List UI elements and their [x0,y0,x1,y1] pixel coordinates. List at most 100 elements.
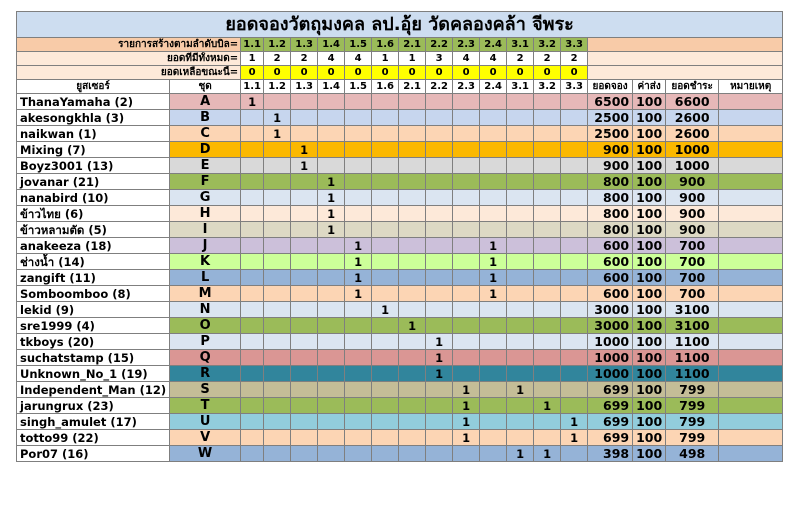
user-name-cell: Unknown_No_1 (19) [15,365,171,382]
empty-quantity-cell [371,317,400,334]
item-total-cell: 4 [344,51,373,66]
user-name-cell: nanabird (10) [15,189,171,206]
item-code-cell: 1.1 [240,37,265,52]
empty-quantity-cell [290,317,319,334]
user-name-cell: tkboys (20) [15,333,171,350]
booking-amount-cell: 900 [587,157,634,174]
item-code-cell: 3.3 [560,37,589,52]
empty-quantity-cell [290,253,319,270]
item-code-cell: 1.6 [371,37,400,52]
empty-quantity-cell [240,141,265,158]
paid-amount-cell: 6600 [665,93,720,110]
user-name-cell: jarungrux (23) [15,397,171,414]
empty-quantity-cell [533,93,562,110]
empty-quantity-cell [479,365,508,382]
empty-quantity-cell [344,125,373,142]
note-cell [718,317,784,334]
paid-amount-cell: 799 [665,381,720,398]
booking-amount-cell: 800 [587,189,634,206]
empty-quantity-cell [290,269,319,286]
shipping-cost-cell: 100 [632,285,667,302]
set-code-cell: O [169,317,242,334]
empty-quantity-cell [371,109,400,126]
empty-quantity-cell [452,141,481,158]
empty-quantity-cell [263,333,292,350]
empty-quantity-cell [533,157,562,174]
quantity-cell: 1 [452,429,481,446]
user-name-cell: lekid (9) [15,301,171,318]
empty-quantity-cell [533,349,562,366]
empty-quantity-cell [452,93,481,110]
empty-quantity-cell [533,189,562,206]
empty-cell [587,37,784,52]
empty-quantity-cell [371,125,400,142]
paid-amount-cell: 1000 [665,157,720,174]
empty-quantity-cell [290,189,319,206]
empty-quantity-cell [398,333,427,350]
empty-quantity-cell [317,253,346,270]
empty-quantity-cell [371,221,400,238]
empty-quantity-cell [560,157,589,174]
table-row: ข้าวไทย (6) H 1 800 100 900 [15,205,784,222]
table-row: ช่างน้ำ (14) K 1 1 600 100 700 [15,253,784,270]
empty-quantity-cell [371,157,400,174]
item-total-cell: 2 [263,51,292,66]
empty-quantity-cell [344,189,373,206]
empty-quantity-cell [479,157,508,174]
set-code-cell: H [169,205,242,222]
empty-quantity-cell [290,93,319,110]
empty-quantity-cell [506,141,535,158]
empty-quantity-cell [425,429,454,446]
empty-quantity-cell [317,397,346,414]
item-remaining-cell: 0 [263,65,292,80]
paid-amount-cell: 900 [665,189,720,206]
empty-quantity-cell [263,157,292,174]
note-cell [718,285,784,302]
empty-quantity-cell [506,285,535,302]
booking-amount-cell: 2500 [587,109,634,126]
table-row: Por07 (16) W 1 1 398 100 498 [15,445,784,462]
quantity-cell: 1 [290,157,319,174]
empty-quantity-cell [263,413,292,430]
empty-quantity-cell [398,93,427,110]
empty-quantity-cell [398,237,427,254]
item-code-cell: 1.5 [344,37,373,52]
empty-quantity-cell [344,381,373,398]
user-name-cell: totto99 (22) [15,429,171,446]
item-header-cell: 1.2 [263,79,292,94]
empty-quantity-cell [240,381,265,398]
empty-quantity-cell [479,445,508,462]
booking-amount-cell: 699 [587,413,634,430]
empty-quantity-cell [533,205,562,222]
empty-quantity-cell [479,109,508,126]
empty-quantity-cell [506,333,535,350]
empty-quantity-cell [533,301,562,318]
empty-quantity-cell [317,365,346,382]
quantity-cell: 1 [263,109,292,126]
empty-quantity-cell [560,381,589,398]
note-cell [718,125,784,142]
set-code-cell: Q [169,349,242,366]
empty-quantity-cell [452,205,481,222]
note-header: หมายเหตุ [718,79,784,94]
shipping-cost-cell: 100 [632,173,667,190]
set-code-cell: T [169,397,242,414]
paid-amount-cell: 900 [665,205,720,222]
empty-quantity-cell [425,221,454,238]
empty-quantity-cell [479,429,508,446]
empty-quantity-cell [317,429,346,446]
empty-quantity-cell [263,317,292,334]
set-code-cell: R [169,365,242,382]
empty-quantity-cell [371,333,400,350]
table-row: Unknown_No_1 (19) R 1 1000 100 1100 [15,365,784,382]
empty-quantity-cell [398,221,427,238]
sheet-body: ยอดจองวัตถุมงคล ลป.อุ้ย วัดคลองคล้า จีพร… [15,11,784,462]
empty-quantity-cell [317,141,346,158]
empty-quantity-cell [479,333,508,350]
total-label: ยอดที่มีทั้งหมด= [15,51,242,66]
empty-quantity-cell [398,109,427,126]
set-code-cell: S [169,381,242,398]
empty-quantity-cell [344,141,373,158]
table-row: ข้าวหลามตัด (5) I 1 800 100 900 [15,221,784,238]
quantity-cell: 1 [452,397,481,414]
